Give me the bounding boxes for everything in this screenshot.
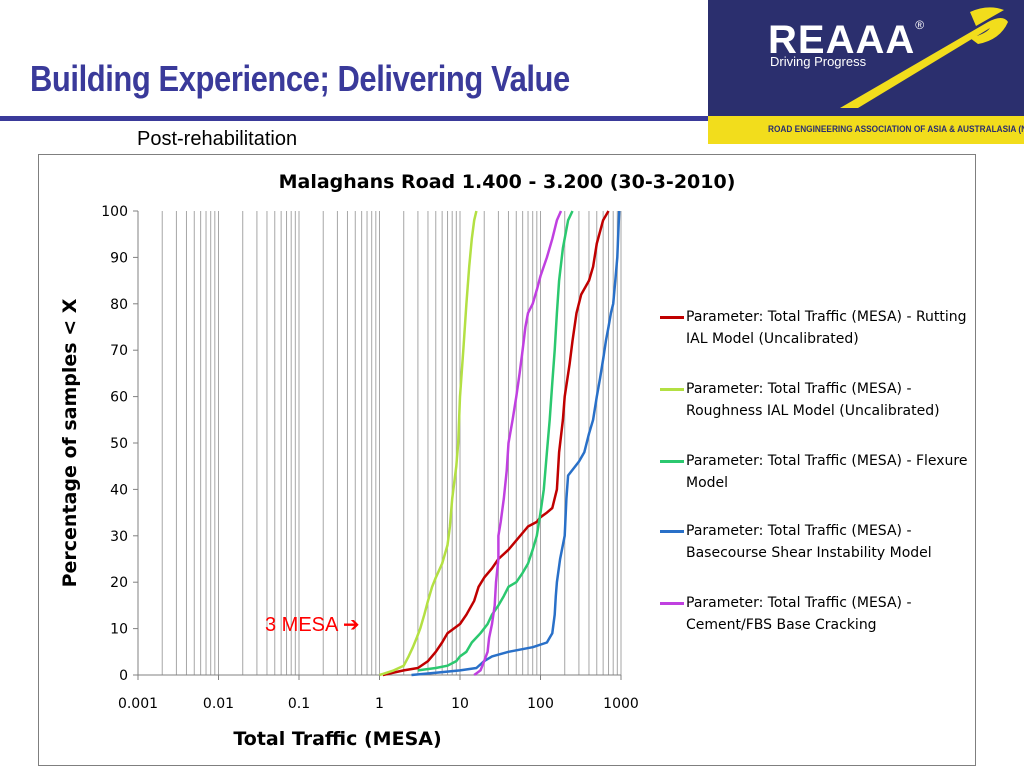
legend-label: Parameter: Total Traffic (MESA) - Roughn…	[686, 381, 940, 419]
y-tick-label: 40	[110, 482, 128, 498]
y-tick-label: 20	[110, 575, 128, 591]
x-tick-label: 0.1	[288, 696, 310, 712]
logo-swoosh-icon	[840, 7, 1008, 108]
y-tick-label: 30	[110, 529, 128, 545]
x-tick-label: 0.01	[203, 696, 234, 712]
y-tick-label: 100	[101, 204, 128, 220]
legend-label: Parameter: Total Traffic (MESA) - Ruttin…	[686, 309, 967, 347]
legend-swatch	[660, 316, 684, 319]
reaaa-logo: REAAA® Driving Progress ROAD ENGINEERING…	[708, 0, 1024, 144]
y-tick-label: 60	[110, 390, 128, 406]
x-tick-label: 1	[375, 696, 384, 712]
x-tick-label: 10	[451, 696, 469, 712]
logo-association-name: ROAD ENGINEERING ASSOCIATION OF ASIA & A…	[768, 124, 1024, 134]
legend-swatch	[660, 530, 684, 533]
y-tick-label: 50	[110, 436, 128, 452]
series-line-4	[411, 210, 621, 677]
y-tick-label: 70	[110, 343, 128, 359]
y-tick-label: 80	[110, 297, 128, 313]
slide-subtitle: Post-rehabilitation	[137, 128, 298, 150]
y-tick-label: 90	[110, 250, 128, 266]
legend-swatch	[660, 388, 684, 391]
legend-label: Parameter: Total Traffic (MESA) - Baseco…	[686, 523, 932, 561]
legend-label: Parameter: Total Traffic (MESA) - Cement…	[686, 595, 912, 633]
series-line-2	[379, 210, 478, 677]
legend-swatch	[660, 602, 684, 605]
logo-tagline: Driving Progress	[770, 54, 867, 69]
slide-title: Building Experience; Delivering Value	[30, 58, 570, 99]
y-tick-label: 10	[110, 622, 128, 638]
y-axis-title: Percentage of samples < X	[59, 298, 81, 587]
logo-wordmark: REAAA®	[768, 18, 926, 62]
y-tick-label: 0	[119, 668, 128, 684]
x-axis-title: Total Traffic (MESA)	[233, 728, 441, 750]
chart-frame: 0 10 20 30 40 50 60 70 80 90 100 0.001 0.01 0.1 1 10 100…	[38, 154, 976, 766]
annotation-3-mesa: 3 MESA ➔	[265, 614, 360, 636]
series-line-3	[417, 210, 574, 672]
title-underline	[0, 116, 1024, 121]
x-tick-label: 1000	[603, 696, 639, 712]
series-line-1	[382, 210, 610, 677]
legend-label: Parameter: Total Traffic (MESA) - Flexur…	[686, 453, 968, 491]
x-tick-label: 0.001	[118, 696, 158, 712]
logo-yellow-band	[708, 116, 1024, 144]
legend-swatch	[660, 460, 684, 463]
cdf-chart: 0 10 20 30 40 50 60 70 80 90 100 0.001 0.01 0.1 1 10 100…	[59, 171, 736, 750]
series-line-5	[473, 210, 563, 677]
chart-title: Malaghans Road 1.400 - 3.200 (30-3-2010)	[279, 171, 736, 193]
x-tick-label: 100	[527, 696, 554, 712]
